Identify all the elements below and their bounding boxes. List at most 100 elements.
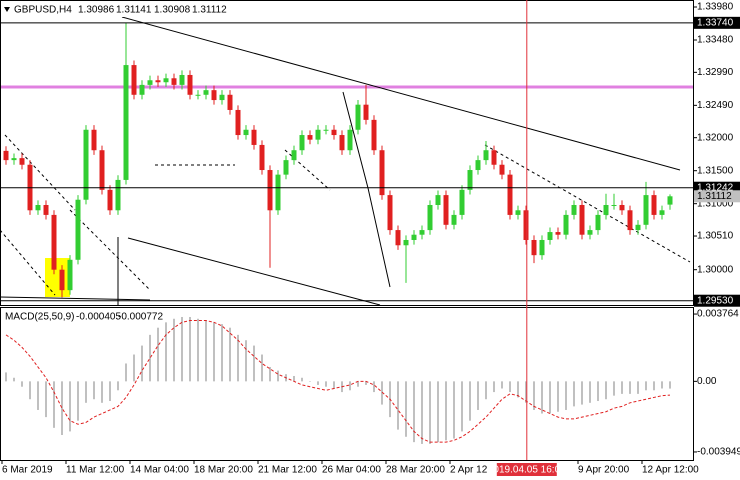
macd-bar: [397, 381, 399, 430]
x-tick-label: 9 Apr 20:00: [578, 465, 630, 476]
macd-bar: [197, 318, 199, 382]
macd-bar: [645, 381, 647, 391]
candle-body: [659, 210, 665, 215]
macd-bar: [205, 320, 207, 382]
macd-bar: [453, 381, 455, 439]
macd-bar: [261, 354, 263, 382]
candle-body: [459, 189, 465, 215]
candle-body: [451, 214, 457, 225]
macd-bar: [157, 327, 159, 382]
candle-body: [531, 239, 537, 256]
candle-body: [283, 160, 289, 175]
price-label: 1.29530: [697, 295, 734, 306]
candle-body: [403, 239, 409, 246]
candle-body: [475, 160, 481, 171]
candle-body: [571, 205, 577, 215]
candle-body: [75, 199, 81, 260]
macd-bar: [613, 381, 615, 396]
macd-bar: [365, 381, 367, 385]
candle-body: [363, 104, 369, 120]
macd-bar: [269, 367, 271, 382]
macd-bar: [485, 381, 487, 400]
macd-bar: [165, 322, 167, 382]
macd-bar: [333, 381, 335, 389]
symbol-title: GBPUSD,H4: [14, 5, 72, 16]
candle-body: [443, 195, 449, 225]
candle-body: [3, 150, 9, 161]
candle-body: [291, 150, 297, 161]
x-tick-label: 21 Mar 12:00: [258, 465, 317, 476]
plot: [0, 22, 693, 444]
macd-bar: [373, 381, 375, 393]
y-tick-label: 1.33480: [697, 35, 734, 46]
candle-body: [595, 214, 601, 231]
macd-bar: [669, 381, 671, 389]
dashed-line: [69, 209, 151, 291]
crosshair-label-bg: [496, 463, 557, 476]
macd-bar: [525, 381, 527, 403]
macd-bar: [477, 381, 479, 410]
candle-body: [235, 109, 241, 136]
macd-bar: [61, 381, 63, 435]
x-tick-label: 12 Apr 12:00: [642, 465, 699, 476]
y-tick-label: 1.30510: [697, 231, 734, 242]
macd-bar: [653, 381, 655, 391]
candle-body: [43, 205, 49, 215]
candle-body: [299, 135, 305, 151]
macd-bar: [77, 381, 79, 421]
candle-body: [427, 205, 433, 231]
macd-bar: [133, 354, 135, 382]
signal-line: [5, 320, 671, 443]
price-label: 1.33740: [697, 17, 734, 28]
candle-body: [203, 90, 209, 95]
candle-body: [627, 210, 633, 231]
candle-body: [507, 174, 513, 215]
ohlc-low: 1.30908: [154, 5, 191, 16]
candle-body: [187, 74, 193, 95]
macd-bar: [189, 316, 191, 382]
macd-bar: [421, 381, 423, 444]
candle-body: [419, 230, 425, 235]
macd-bar: [5, 372, 7, 382]
candle-body: [67, 259, 73, 291]
candle-body: [379, 150, 385, 196]
menu-icon[interactable]: [4, 7, 10, 12]
candle-body: [171, 78, 177, 85]
macd-bar: [381, 381, 383, 405]
macd-bar: [85, 381, 87, 403]
y-tick-label: 1.31500: [697, 165, 734, 176]
x-tick-label: 26 Mar 04:00: [322, 465, 381, 476]
macd-bar: [597, 381, 599, 402]
highlight-box: [45, 258, 70, 297]
y-tick-label: 1.32000: [697, 132, 734, 143]
y-tick-label: 0.003764: [697, 309, 739, 320]
candle-body: [131, 65, 137, 95]
macd-title: MACD(25,50,9): [5, 312, 74, 323]
trend-line: [0, 296, 151, 301]
macd-bar: [621, 381, 623, 394]
macd-bar: [101, 381, 103, 403]
candle-body: [371, 119, 377, 151]
candle-body: [331, 129, 337, 136]
candle-body: [195, 94, 201, 96]
bid-label: 1.31112: [697, 191, 732, 202]
dashed-line: [4, 134, 76, 211]
macd-value: -0.000405: [76, 312, 121, 323]
price-label-bg: [694, 294, 740, 307]
price-label: 1.31242: [697, 182, 734, 193]
candle-body: [491, 150, 497, 165]
candle-body: [483, 150, 489, 161]
candle-body: [547, 232, 553, 240]
candle-body: [307, 135, 313, 140]
macd-bar: [37, 381, 39, 410]
signal-value: -0.000772: [118, 312, 163, 323]
macd-bar: [301, 377, 303, 382]
candle-body: [315, 129, 321, 140]
y-tick-label: 1.32490: [697, 100, 734, 111]
macd-bar: [509, 381, 511, 393]
macd-bar: [493, 381, 495, 393]
crosshair-label: 2019.04.05 16:00: [488, 465, 566, 476]
ohlc-high: 1.31141: [116, 5, 152, 16]
